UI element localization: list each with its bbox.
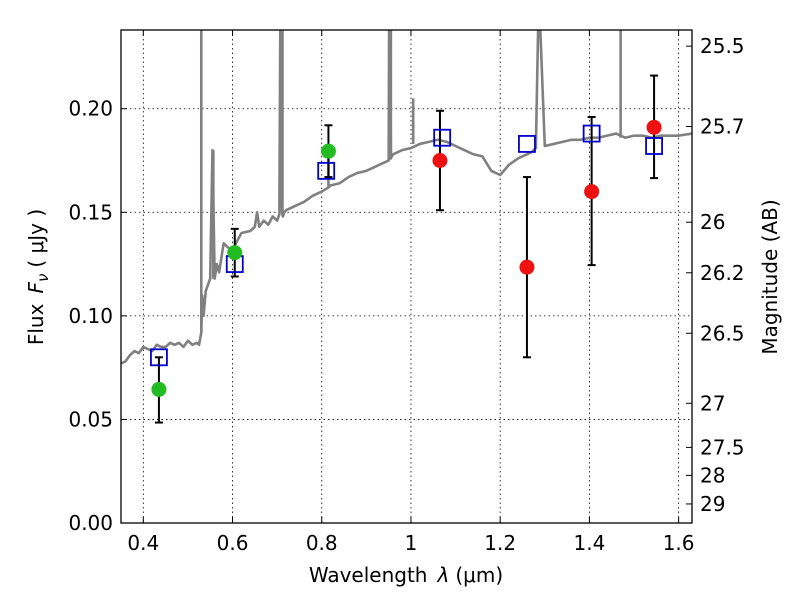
- green-point-marker: [151, 381, 167, 397]
- x-tick-label: 1.2: [484, 531, 516, 555]
- grid: [121, 30, 692, 524]
- red-point-marker: [584, 184, 600, 200]
- y2-tick-label: 27.5: [700, 435, 745, 459]
- y2-tick-label: 27: [700, 391, 725, 415]
- model-square-marker: [150, 348, 168, 367]
- y2-tick-label: 25.5: [700, 34, 745, 58]
- y-tick-label: 0.15: [68, 200, 113, 224]
- plot-frame: [120, 29, 693, 524]
- red-point-marker: [646, 119, 662, 135]
- x-tick-labels: 0.4 0.6 0.8 1 1.2 1.4 1.6: [127, 531, 694, 555]
- model-square-marker: [645, 137, 663, 155]
- y-tick-label: 0.00: [68, 511, 113, 535]
- y2-tick-label: 26: [700, 210, 725, 234]
- green-point-marker: [227, 245, 243, 261]
- x-tick-label: 1.4: [573, 531, 605, 555]
- model-square-marker: [433, 128, 452, 147]
- red-point-marker: [519, 259, 535, 275]
- model-square-marker: [518, 135, 536, 153]
- photometry-points: [150, 74, 663, 424]
- y-tick-label: 0.05: [68, 407, 113, 431]
- red-point-marker: [432, 153, 448, 168]
- y2-tick-label: 26.2: [700, 261, 745, 285]
- model-sed-line: [121, 30, 692, 365]
- y2-axis-label: Magnitude (AB): [758, 199, 782, 354]
- y-tick-label: 0.10: [68, 304, 113, 328]
- y-axis-label: FluxFν( μJy ): [24, 209, 52, 345]
- y2-tick-label: 28: [700, 463, 725, 487]
- y-tick-labels: 0.00 0.05 0.10 0.15 0.20: [68, 97, 113, 535]
- y2-tick-labels: 25.5 25.7 26 26.2 26.5 27 27.5 28 29: [700, 34, 745, 516]
- y2-tick-label: 25.7: [700, 115, 745, 139]
- x-tick-label: 0.8: [306, 531, 338, 555]
- green-point-marker: [320, 143, 336, 159]
- model-square-marker: [582, 124, 601, 143]
- x-tick-label: 1: [405, 531, 418, 555]
- model-square-marker: [317, 161, 336, 180]
- x-tick-label: 1.6: [663, 531, 695, 555]
- y2-tick-label: 26.5: [700, 321, 745, 345]
- y-tick-label: 0.20: [68, 97, 113, 121]
- y2-tick-label: 29: [700, 492, 725, 516]
- axis-ticks: [121, 30, 692, 524]
- x-tick-label: 0.4: [127, 531, 159, 555]
- x-axis-label: Wavelength λ (μm): [309, 563, 503, 587]
- x-tick-label: 0.6: [217, 531, 249, 555]
